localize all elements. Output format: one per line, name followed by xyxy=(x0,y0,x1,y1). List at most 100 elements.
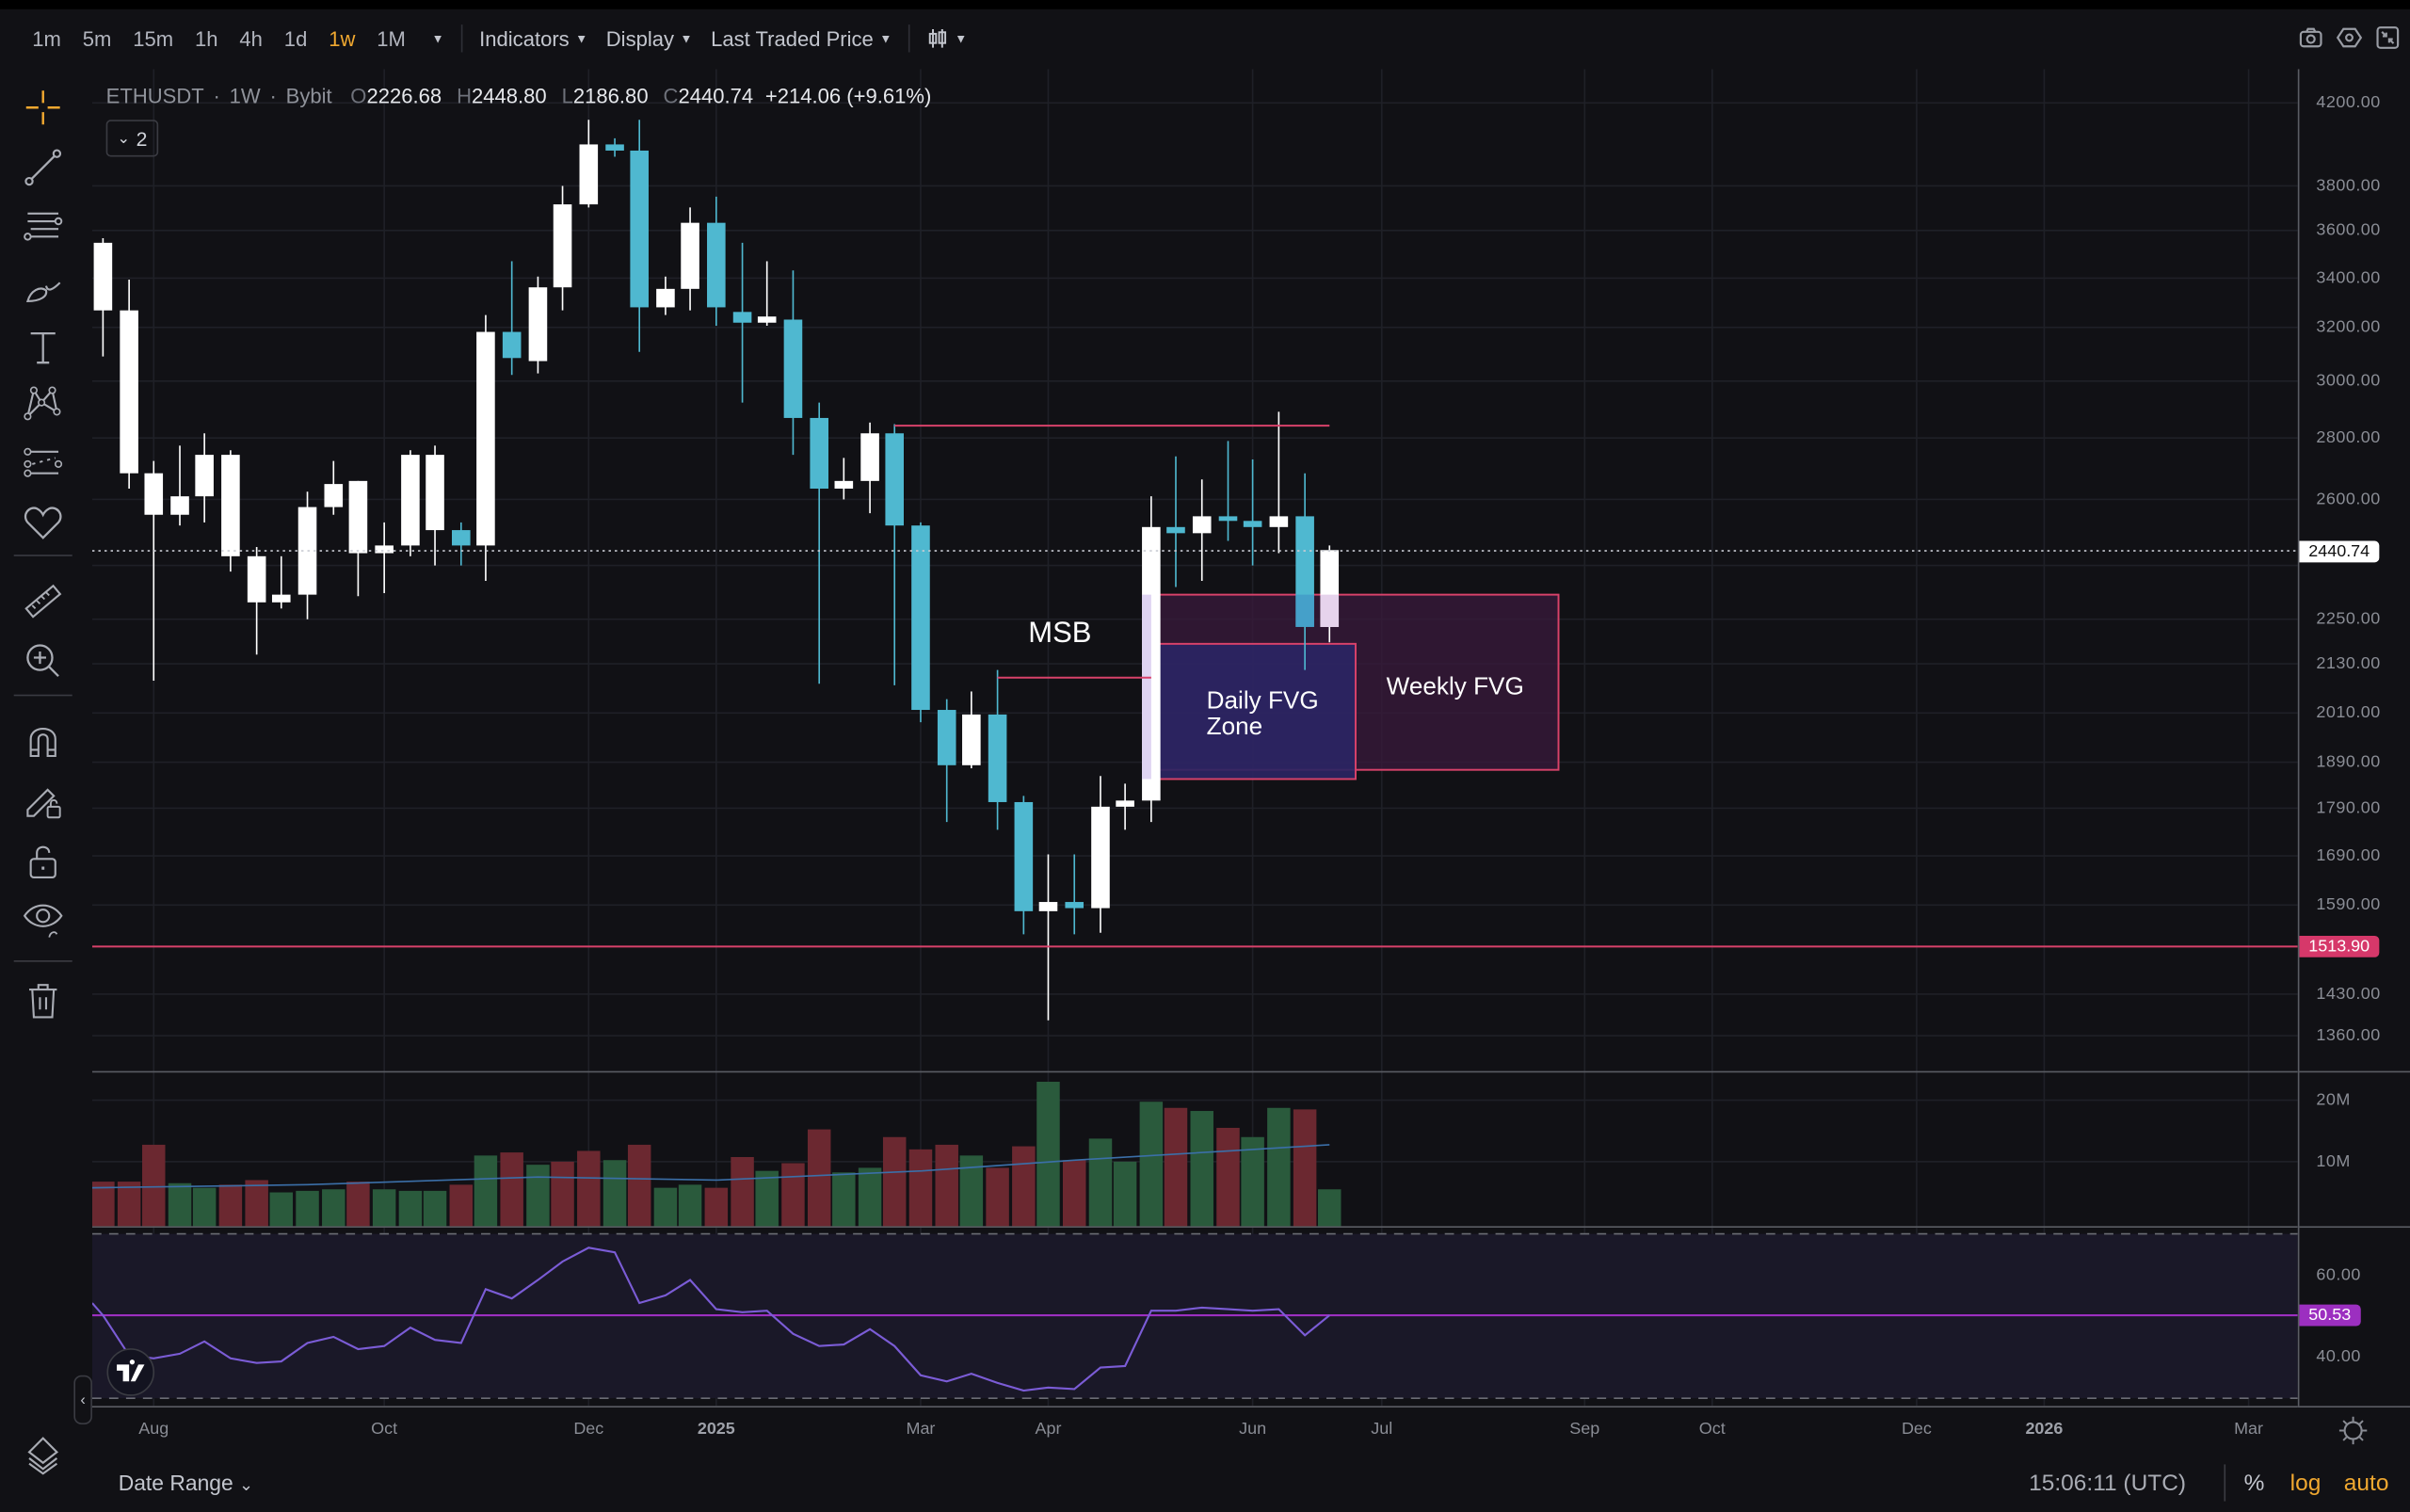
chart-plot-area[interactable] xyxy=(91,69,2298,1407)
candle xyxy=(271,594,291,603)
volume-axis-label: 20M xyxy=(2316,1090,2351,1110)
price-axis-label: 2130.00 xyxy=(2316,654,2381,673)
volume-bar xyxy=(1113,1161,1137,1227)
more-timeframes-button[interactable]: ▼ xyxy=(416,31,453,45)
volume-bar xyxy=(551,1161,574,1227)
timeframe-1d[interactable]: 1d xyxy=(283,26,308,51)
candle xyxy=(630,150,649,308)
time-axis-label: Dec xyxy=(573,1420,604,1439)
price-axis-label: 2600.00 xyxy=(2316,490,2381,509)
timeframe-1M[interactable]: 1M xyxy=(377,26,406,51)
pattern-tool[interactable] xyxy=(19,379,68,428)
percent-scale-toggle[interactable]: % xyxy=(2243,1470,2265,1497)
camera-icon[interactable] xyxy=(2298,24,2324,51)
weekly-fvg-label[interactable]: Weekly FVG xyxy=(1386,674,1524,701)
utc-clock[interactable]: 15:06:11 (UTC) xyxy=(2029,1470,2187,1497)
volume-axis-label: 10M xyxy=(2316,1152,2351,1171)
high-key: H xyxy=(457,84,472,108)
layers-icon[interactable] xyxy=(22,1434,65,1477)
time-axis-label: 2026 xyxy=(2025,1420,2064,1439)
fullscreen-exit-icon[interactable] xyxy=(2374,24,2401,51)
volume-bar xyxy=(1036,1082,1060,1227)
chart-type-button[interactable]: ▼ xyxy=(918,27,976,49)
volume-bar xyxy=(372,1189,396,1227)
indicators-button[interactable]: Indicators ▼ xyxy=(470,27,597,50)
volume-bar xyxy=(602,1160,627,1227)
auto-scale-toggle[interactable]: auto xyxy=(2343,1470,2389,1497)
caret-down-icon: ▼ xyxy=(680,31,693,46)
candle xyxy=(860,433,879,481)
volume-bar xyxy=(755,1170,779,1227)
candle xyxy=(120,310,138,474)
timeframe-5m[interactable]: 5m xyxy=(82,26,112,51)
daily-fvg-label[interactable]: Daily FVG Zone xyxy=(1206,688,1319,741)
symbol-legend: ETHUSDT · 1W · Bybit O2226.68 H2448.80 L… xyxy=(106,85,932,107)
trend-line-tool[interactable] xyxy=(19,143,68,192)
volume-bar xyxy=(168,1182,192,1227)
candle xyxy=(502,331,522,359)
low-value: 2186.80 xyxy=(572,84,649,108)
msb-label[interactable]: MSB xyxy=(1028,618,1092,651)
crosshair-tool[interactable] xyxy=(19,83,68,132)
favorites-tool[interactable] xyxy=(19,498,68,547)
volume-bar xyxy=(1216,1127,1240,1227)
lock-drawings-tool[interactable] xyxy=(19,836,68,885)
measure-tool[interactable] xyxy=(19,578,68,627)
lock-open-icon xyxy=(29,845,56,878)
remove-drawings-tool[interactable] xyxy=(19,975,68,1024)
candlestick-chart[interactable] xyxy=(91,69,2298,1407)
symbol-name[interactable]: ETHUSDT xyxy=(105,84,204,108)
change-value: +214.06 (+9.61%) xyxy=(764,84,932,108)
volume-bar xyxy=(986,1167,1009,1227)
fib-lines-tool[interactable] xyxy=(19,202,68,251)
volume-bar xyxy=(423,1190,447,1227)
chevron-down-icon: ⌄ xyxy=(117,129,131,147)
timeframe-1h[interactable]: 1h xyxy=(195,26,218,51)
price-axis-label: 1590.00 xyxy=(2316,895,2381,915)
volume-bar xyxy=(449,1184,474,1227)
price-source-button[interactable]: Last Traded Price ▼ xyxy=(701,27,901,50)
log-scale-toggle[interactable]: log xyxy=(2290,1470,2322,1497)
volume-bar xyxy=(781,1163,805,1227)
text-tool[interactable] xyxy=(19,323,68,372)
brush-tool[interactable] xyxy=(19,263,68,312)
volume-bar xyxy=(832,1172,856,1227)
chart-settings-gear-icon[interactable] xyxy=(2337,1414,2370,1448)
volume-bar xyxy=(1088,1138,1113,1227)
date-range-button[interactable]: Date Range ⌄ xyxy=(119,1471,253,1495)
time-axis[interactable]: Aug Oct Dec 2025 Mar Apr Jun Jul Sep Oct Dec 2026 Ma… xyxy=(91,1406,2298,1454)
timeframe-4h[interactable]: 4h xyxy=(239,26,263,51)
axis-corner-line xyxy=(2297,1406,2410,1408)
settings-hexagon-icon[interactable] xyxy=(2336,24,2363,51)
magnet-tool[interactable] xyxy=(19,716,68,765)
rsi-axis-label: 40.00 xyxy=(2316,1347,2361,1366)
indicators-collapse-button[interactable]: ⌄ 2 xyxy=(105,120,159,157)
time-axis-label: Jul xyxy=(1371,1420,1393,1439)
price-axis[interactable]: 4200.00 3800.00 3600.00 3400.00 3200.00 3000.… xyxy=(2297,69,2410,1407)
timeframe-1w[interactable]: 1w xyxy=(329,26,356,51)
volume-bar xyxy=(1062,1160,1086,1227)
candle xyxy=(732,312,752,323)
candle xyxy=(681,222,699,289)
stay-drawing-tool[interactable] xyxy=(19,776,68,825)
caret-down-icon: ▼ xyxy=(955,31,968,46)
scroll-left-handle[interactable]: ‹ xyxy=(73,1375,92,1424)
hide-drawings-tool[interactable] xyxy=(19,894,68,943)
volume-bar xyxy=(245,1180,268,1227)
candle xyxy=(1192,516,1212,534)
volume-bar xyxy=(1241,1136,1264,1227)
zoom-in-tool[interactable] xyxy=(19,636,68,685)
toolbar-divider xyxy=(908,24,910,53)
high-value: 2448.80 xyxy=(471,84,547,108)
date-range-label: Date Range xyxy=(118,1470,233,1496)
volume-bar xyxy=(1267,1107,1291,1227)
display-button[interactable]: Display ▼ xyxy=(597,27,701,50)
volume-bar xyxy=(91,1182,115,1227)
timeframe-1m[interactable]: 1m xyxy=(32,26,61,51)
volume-bar xyxy=(322,1189,345,1227)
candle xyxy=(195,455,214,497)
timeframe-15m[interactable]: 15m xyxy=(133,26,174,51)
candle xyxy=(834,480,854,490)
forecast-tool[interactable] xyxy=(19,440,68,489)
close-value: 2440.74 xyxy=(678,84,754,108)
